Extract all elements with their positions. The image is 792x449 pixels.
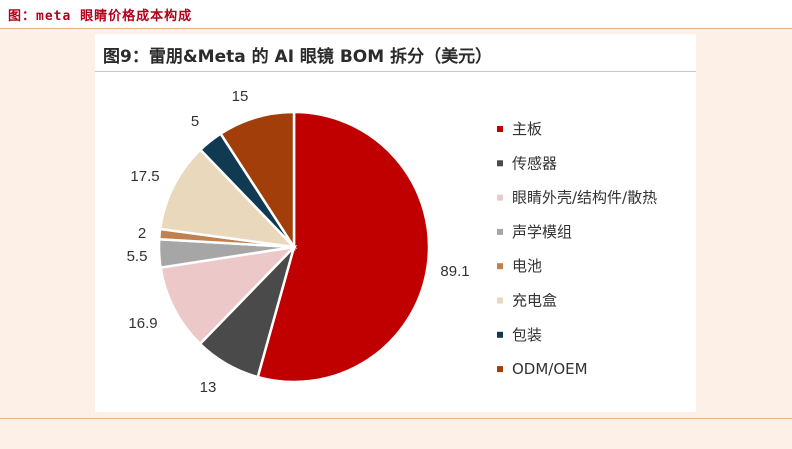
figure-caption: 图：meta 眼睛价格成本构成 — [8, 9, 193, 24]
pie-slice — [218, 110, 296, 252]
caption-bar: 图：meta 眼睛价格成本构成 — [0, 0, 792, 29]
legend-swatch — [497, 160, 503, 167]
legend-swatch — [497, 297, 503, 304]
chart-title: 图9：雷朋&Meta 的 AI 眼镜 BOM 拆分（美元） — [103, 47, 493, 67]
legend-label: 眼睛外壳/结构件/散热 — [512, 189, 657, 207]
title-divider — [95, 71, 696, 72]
bottom-bar — [0, 418, 792, 449]
legend-swatch — [497, 126, 503, 132]
legend-label: 电池 — [512, 257, 542, 275]
pie-slice — [158, 147, 298, 249]
slice-value-label: 17.5 — [130, 168, 159, 185]
legend-label: 包装 — [512, 326, 542, 344]
legend-label: 声学模组 — [512, 223, 572, 241]
pie-slice — [256, 110, 431, 384]
slice-value-label: 5.5 — [127, 248, 148, 265]
legend-swatch — [497, 366, 503, 373]
slice-value-label: 89.1 — [440, 263, 469, 280]
slice-value-label: 16.9 — [128, 315, 157, 332]
legend-label: 传感器 — [512, 154, 557, 172]
chart-panel: 图9：雷朋&Meta 的 AI 眼镜 BOM 拆分（美元） 89.1 13 16.9… — [95, 34, 696, 412]
legend-label: 充电盒 — [512, 292, 557, 310]
slice-value-label: 5 — [191, 113, 199, 130]
legend-swatch — [497, 263, 503, 270]
legend-swatch — [497, 228, 503, 235]
legend-swatch — [497, 194, 503, 201]
slice-value-label: 2 — [138, 225, 146, 242]
legend-label: 主板 — [512, 120, 542, 138]
slice-value-label: 15 — [232, 88, 249, 105]
legend-swatch — [497, 331, 503, 338]
legend-label: ODM/OEM — [512, 360, 588, 378]
pie-slice — [159, 245, 298, 346]
pie-chart: 89.1 13 16.9 5.5 2 17.5 5 15 主板传感器眼睛外壳/结构件/散热声学模… — [127, 88, 658, 396]
slice-value-label: 13 — [200, 379, 217, 396]
